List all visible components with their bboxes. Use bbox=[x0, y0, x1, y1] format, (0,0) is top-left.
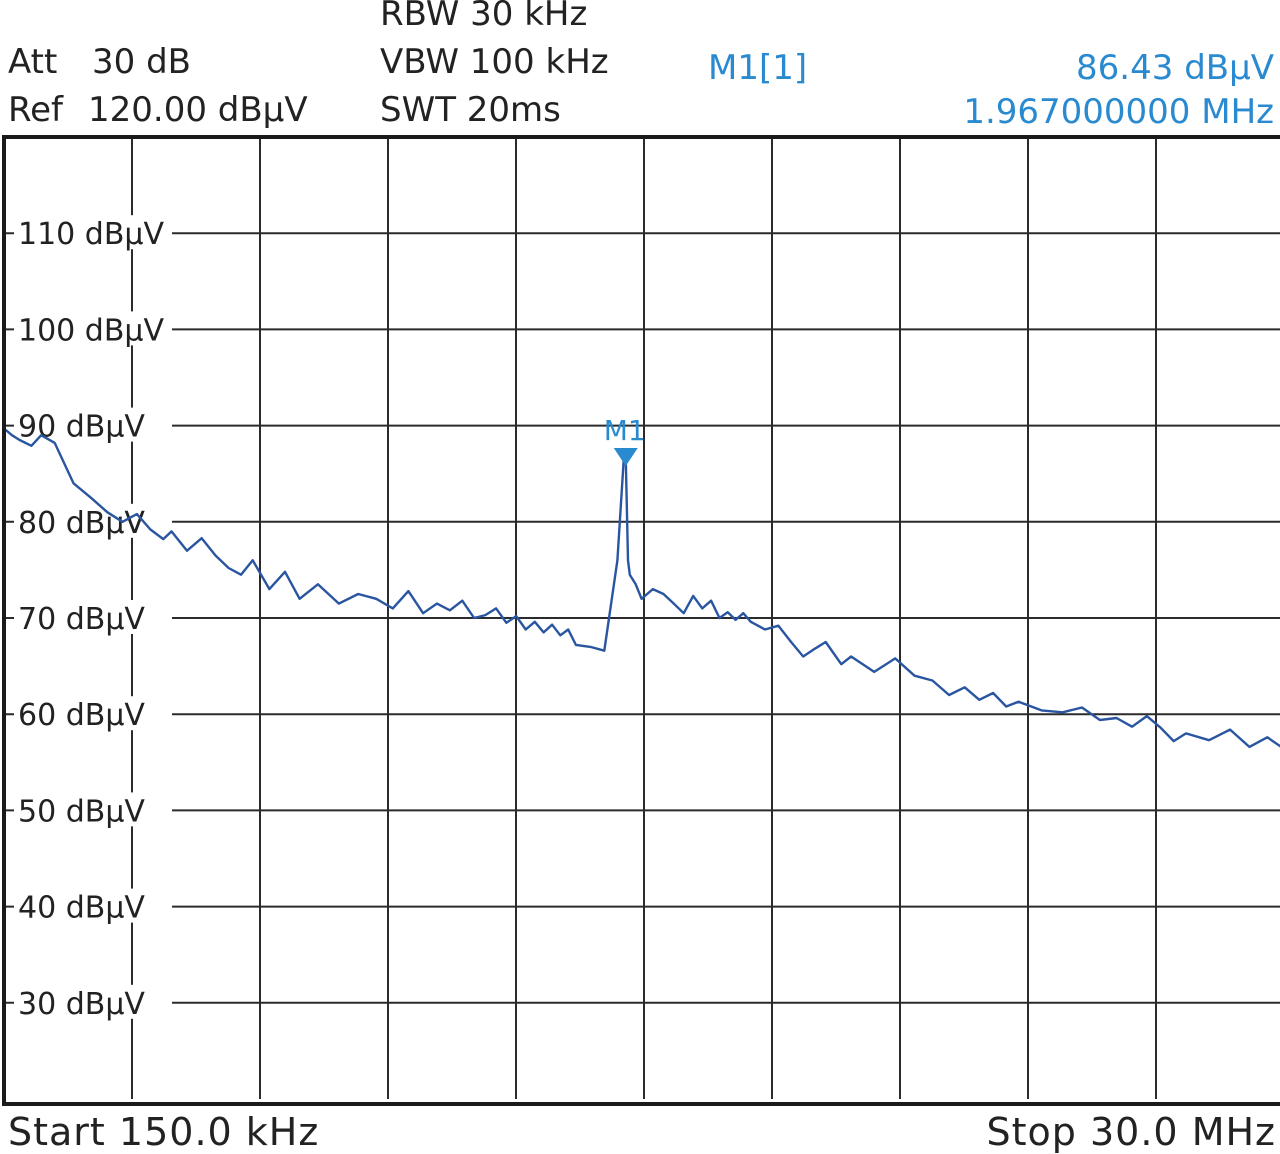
rbw-setting: RBW 30 kHz bbox=[380, 0, 588, 34]
att-label: Att bbox=[8, 42, 58, 82]
y-tick-label-bg bbox=[14, 600, 172, 634]
vbw-setting: VBW 100 kHz bbox=[380, 42, 609, 82]
y-tick-label-bg bbox=[14, 984, 172, 1019]
marker-name-readout: M1[1] bbox=[708, 48, 808, 88]
marker-frequency-readout: 1.967000000 MHz bbox=[963, 92, 1274, 132]
trace-line bbox=[3, 427, 1280, 749]
y-tick-label: 70 dBµV bbox=[18, 602, 145, 637]
y-tick-label: 50 dBµV bbox=[18, 794, 145, 829]
stop-frequency: Stop 30.0 MHz bbox=[986, 1110, 1276, 1154]
trace-layer bbox=[3, 427, 1280, 749]
marker-triangle-icon bbox=[613, 447, 638, 466]
marker-label: M1 bbox=[604, 414, 646, 447]
marker-level-readout: 86.43 dBµV bbox=[1076, 48, 1274, 88]
y-tick-label: 80 dBµV bbox=[18, 506, 145, 541]
y-tick-label-bg bbox=[14, 215, 172, 250]
att-value: 30 dB bbox=[92, 42, 191, 82]
y-tick-label: 100 dBµV bbox=[18, 313, 165, 348]
marker-layer: M1 bbox=[604, 414, 646, 466]
ref-label: Ref bbox=[8, 90, 63, 130]
grid-lines bbox=[4, 137, 1280, 1099]
y-tick-label-bg bbox=[14, 696, 172, 731]
y-tick-label-bg bbox=[14, 503, 172, 538]
y-tick-label-bg bbox=[14, 888, 172, 923]
ref-value: 120.00 dBµV bbox=[88, 90, 308, 130]
start-frequency: Start 150.0 kHz bbox=[8, 1110, 320, 1154]
plot-frame bbox=[2, 135, 1280, 1106]
y-tick-label: 110 dBµV bbox=[18, 217, 165, 252]
swt-setting: SWT 20ms bbox=[380, 90, 561, 130]
y-tick-label-bg bbox=[14, 792, 172, 827]
y-tick-label-bg bbox=[14, 311, 172, 346]
y-tick-label: 40 dBµV bbox=[18, 891, 145, 926]
y-tick-label: 60 dBµV bbox=[18, 698, 145, 733]
y-tick-label: 30 dBµV bbox=[18, 987, 145, 1022]
